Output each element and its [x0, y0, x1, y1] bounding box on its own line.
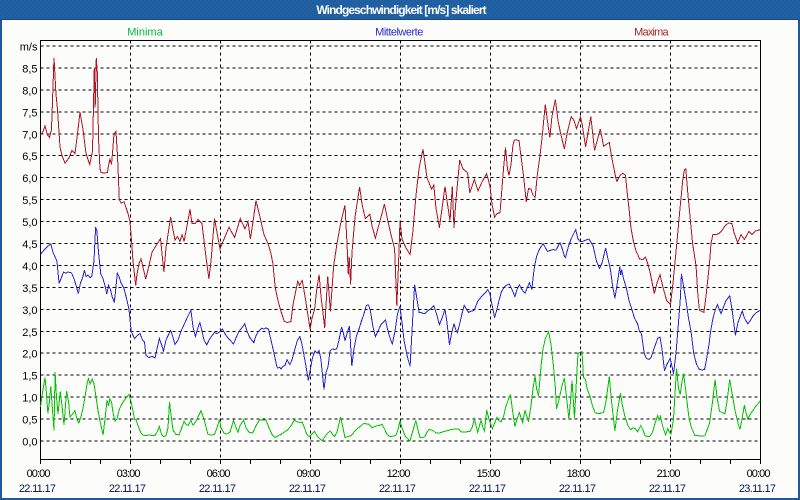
- svg-text:18:00: 18:00: [567, 468, 591, 480]
- svg-text:06:00: 06:00: [207, 468, 231, 480]
- svg-text:22.11.17: 22.11.17: [109, 483, 146, 495]
- svg-text:00:00: 00:00: [27, 468, 51, 480]
- svg-text:7,5: 7,5: [22, 107, 37, 119]
- svg-text:09:00: 09:00: [297, 468, 321, 480]
- svg-text:6,5: 6,5: [22, 151, 37, 163]
- svg-text:5,0: 5,0: [22, 217, 37, 229]
- svg-text:7,0: 7,0: [22, 129, 37, 141]
- svg-text:6,0: 6,0: [22, 173, 37, 185]
- svg-text:3,0: 3,0: [22, 305, 37, 317]
- svg-text:4,5: 4,5: [22, 239, 37, 251]
- svg-text:00:00: 00:00: [747, 468, 771, 480]
- svg-text:22.11.17: 22.11.17: [289, 483, 326, 495]
- svg-text:03:00: 03:00: [117, 468, 141, 480]
- svg-text:22.11.17: 22.11.17: [469, 483, 506, 495]
- svg-text:1,0: 1,0: [22, 393, 37, 405]
- svg-text:22.11.17: 22.11.17: [649, 483, 686, 495]
- svg-text:2,5: 2,5: [22, 327, 37, 339]
- svg-text:2,0: 2,0: [22, 349, 37, 361]
- svg-text:22.11.17: 22.11.17: [559, 483, 596, 495]
- svg-text:8,5: 8,5: [22, 63, 37, 75]
- svg-text:12:00: 12:00: [387, 468, 411, 480]
- svg-text:22.11.17: 22.11.17: [199, 483, 236, 495]
- svg-text:23.11.17: 23.11.17: [739, 483, 776, 495]
- svg-text:5,5: 5,5: [22, 195, 37, 207]
- svg-text:8,0: 8,0: [22, 85, 37, 97]
- svg-text:1,5: 1,5: [22, 371, 37, 383]
- svg-text:0,5: 0,5: [22, 415, 37, 427]
- svg-text:3,5: 3,5: [22, 283, 37, 295]
- svg-text:Windgeschwindigkeit [m/s] skal: Windgeschwindigkeit [m/s] skaliert: [316, 3, 486, 17]
- svg-text:21:00: 21:00: [657, 468, 681, 480]
- svg-text:4,0: 4,0: [22, 261, 37, 273]
- svg-text:22.11.17: 22.11.17: [379, 483, 416, 495]
- svg-text:0,0: 0,0: [22, 437, 37, 449]
- svg-text:Mittelwerte: Mittelwerte: [375, 27, 423, 39]
- svg-text:Minima: Minima: [127, 27, 163, 39]
- svg-text:15:00: 15:00: [477, 468, 501, 480]
- svg-text:22.11.17: 22.11.17: [19, 483, 56, 495]
- svg-text:Maxima: Maxima: [634, 27, 669, 39]
- svg-text:m/s: m/s: [20, 42, 38, 54]
